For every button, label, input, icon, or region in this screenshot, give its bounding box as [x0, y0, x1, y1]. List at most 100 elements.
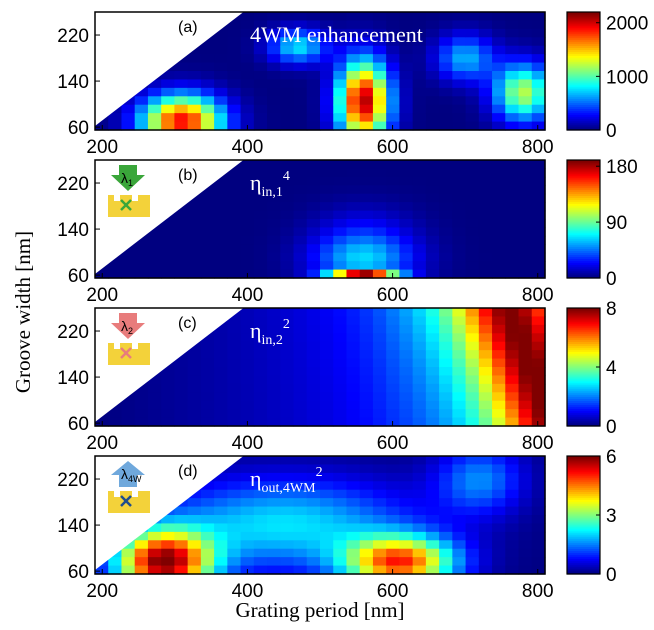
- heatmap-cell: [425, 79, 440, 89]
- heatmap-cell: [227, 87, 242, 97]
- heatmap-cell: [187, 489, 202, 499]
- heatmap-cell: [320, 557, 334, 567]
- heatmap-cell: [359, 400, 374, 410]
- heatmap-cell: [478, 261, 493, 271]
- heatmap-cell: [267, 456, 281, 466]
- heatmap-cell: [227, 515, 242, 525]
- heatmap-cell: [280, 28, 295, 38]
- heatmap-cell: [280, 71, 295, 81]
- heatmap-cell: [267, 515, 281, 525]
- heatmap-cell: [174, 506, 189, 516]
- heatmap-cell: [346, 316, 361, 326]
- heatmap-cell: [121, 244, 136, 254]
- heatmap-cell: [200, 54, 215, 64]
- colorbar-segment: [567, 331, 600, 335]
- heatmap-cell: [425, 531, 440, 541]
- heatmap-cell: [267, 523, 281, 533]
- heatmap-cell: [293, 515, 308, 525]
- heatmap-cell: [134, 417, 149, 427]
- heatmap-cell: [214, 472, 228, 482]
- heatmap-cell: [492, 489, 506, 499]
- heatmap-cell: [372, 269, 387, 279]
- heatmap-cell: [359, 104, 374, 114]
- heatmap-cell: [505, 235, 520, 245]
- heatmap-cell: [518, 481, 533, 491]
- heatmap-cell: [293, 71, 308, 81]
- heatmap-cell: [121, 261, 136, 271]
- heatmap-cell: [346, 176, 361, 186]
- heatmap-cell: [478, 472, 493, 482]
- heatmap-cell: [253, 104, 268, 114]
- heatmap-cell: [147, 244, 162, 254]
- heatmap-cell: [200, 219, 215, 229]
- heatmap-cell: [293, 523, 308, 533]
- heatmap-cell: [465, 523, 480, 533]
- heatmap-cell: [280, 324, 295, 334]
- heatmap-cell: [174, 367, 189, 377]
- heatmap-cell: [333, 45, 348, 55]
- heatmap-cell: [200, 400, 215, 410]
- heatmap-cell: [267, 324, 281, 334]
- heatmap-cell: [267, 168, 281, 178]
- heatmap-cell: [531, 62, 546, 72]
- heatmap-cell: [293, 193, 308, 203]
- heatmap-cell: [412, 565, 427, 575]
- heatmap-cell: [253, 531, 268, 541]
- heatmap-cell: [505, 227, 520, 237]
- heatmap-cell: [531, 45, 546, 55]
- heatmap-cell: [452, 160, 467, 170]
- heatmap-cell: [240, 193, 255, 203]
- heatmap-cell: [439, 168, 453, 178]
- heatmap-cell: [147, 113, 162, 123]
- heatmap-cell: [227, 193, 242, 203]
- heatmap-cell: [267, 71, 281, 81]
- colorbar-segment: [567, 392, 600, 396]
- heatmap-cell: [372, 113, 387, 123]
- heatmap-cell: [359, 383, 374, 393]
- heatmap-cell: [492, 121, 506, 131]
- heatmap-cell: [214, 400, 228, 410]
- heatmap-cell: [531, 400, 546, 410]
- heatmap-cell: [346, 375, 361, 385]
- heatmap-cell: [531, 565, 546, 575]
- heatmap-cell: [253, 341, 268, 351]
- heatmap-cell: [386, 375, 401, 385]
- heatmap-cell: [320, 96, 334, 106]
- colorbar-segment: [567, 179, 600, 183]
- heatmap-cell: [439, 540, 453, 550]
- heatmap-cell: [518, 316, 533, 326]
- heatmap-cell: [359, 531, 374, 541]
- heatmap-cell: [253, 71, 268, 81]
- heatmap-cell: [386, 383, 401, 393]
- heatmap-cell: [320, 531, 334, 541]
- heatmap-cell: [346, 160, 361, 170]
- heatmap-cell: [293, 210, 308, 220]
- heatmap-cell: [372, 185, 387, 195]
- heatmap-cell: [293, 168, 308, 178]
- heatmap-cell: [518, 498, 533, 508]
- heatmap-cell: [346, 20, 361, 30]
- heatmap-cell: [293, 121, 308, 131]
- heatmap-cell: [320, 160, 334, 170]
- heatmap-cell: [320, 193, 334, 203]
- heatmap-cell: [280, 367, 295, 377]
- heatmap-cell: [505, 417, 520, 427]
- heatmap-cell: [214, 227, 228, 237]
- heatmap-cell: [439, 506, 453, 516]
- colorbar-tick-label: 0: [606, 565, 617, 586]
- heatmap-cell: [505, 367, 520, 377]
- colorbar-segment: [567, 29, 600, 33]
- heatmap-cell: [214, 37, 228, 47]
- heatmap-cell: [293, 28, 308, 38]
- heatmap-cell: [240, 12, 255, 22]
- heatmap-cell: [359, 193, 374, 203]
- colorbar-segment: [567, 374, 600, 378]
- y-tick-label: 220: [57, 322, 89, 343]
- heatmap-cell: [240, 54, 255, 64]
- heatmap-cell: [412, 227, 427, 237]
- heatmap-cell: [425, 37, 440, 47]
- heatmap-cell: [333, 383, 348, 393]
- heatmap-cell: [412, 235, 427, 245]
- heatmap-cell: [187, 235, 202, 245]
- heatmap-cell: [439, 375, 453, 385]
